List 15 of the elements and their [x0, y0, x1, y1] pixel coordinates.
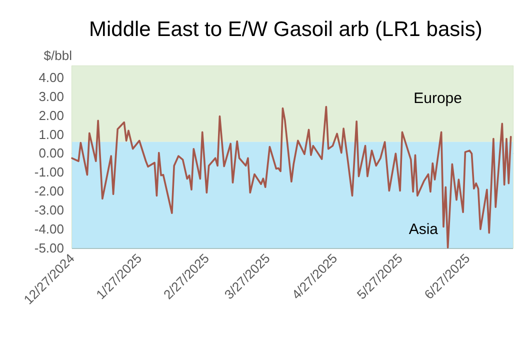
chart-title: Middle East to E/W Gasoil arb (LR1 basis) [89, 18, 482, 41]
y-tick-label: -1.00 [34, 164, 64, 180]
band-label: Europe [414, 90, 462, 107]
y-tick-label: 4.00 [38, 70, 64, 85]
y-tick-label: -4.00 [34, 222, 64, 237]
y-tick-label: -5.00 [34, 240, 64, 256]
band-label: Asia [408, 221, 439, 238]
y-tick-label: -2.00 [34, 184, 64, 199]
y-axis-title: $/bbl [44, 48, 72, 63]
y-tick-label: 1.00 [38, 126, 64, 142]
y-tick-label: 0.00 [38, 146, 64, 161]
y-tick-label: 2.00 [38, 108, 64, 123]
y-tick-label: -3.00 [34, 202, 64, 218]
y-tick-label: 3.00 [38, 88, 64, 104]
line-series [71, 106, 512, 249]
